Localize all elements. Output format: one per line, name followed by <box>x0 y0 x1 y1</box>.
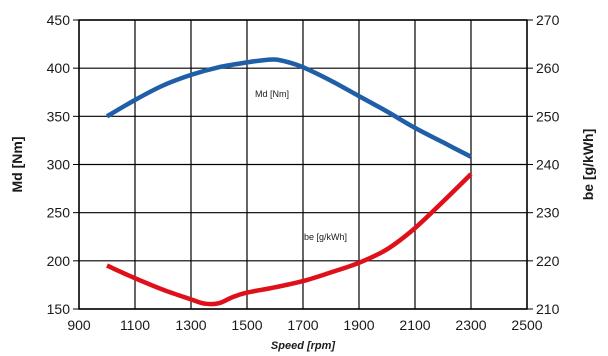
y-tick-label-right: 230 <box>536 205 560 221</box>
tick-labels: 900 1100 1300 1500 1700 1900 2100 2300 2500 150 20… <box>47 12 560 333</box>
x-tick-label: 2300 <box>455 317 486 333</box>
x-tick-label: 1900 <box>343 317 374 333</box>
x-tick-label: 1700 <box>287 317 318 333</box>
plot-frame <box>78 19 528 310</box>
y-tick-label-right: 260 <box>536 60 560 76</box>
x-tick-label: 2500 <box>511 317 542 333</box>
y-tick-label-left: 400 <box>47 60 71 76</box>
y-axis-label-left: Md [Nm] <box>9 137 25 193</box>
x-tick-label: 1100 <box>120 317 150 333</box>
series-label-be: be [g/kWh] <box>304 232 347 242</box>
x-tick-label: 2100 <box>399 317 430 333</box>
y-tick-label-right: 240 <box>536 157 560 173</box>
series-label-md: Md [Nm] <box>255 89 289 99</box>
y-tick-label-left: 150 <box>47 301 71 317</box>
y-axis-label-right: be [g/kWh] <box>580 129 596 201</box>
x-tick-label: 900 <box>67 317 91 333</box>
series-layer <box>105 57 473 307</box>
grid-lines <box>73 19 533 310</box>
x-axis-label: Speed [rpm] <box>271 340 336 352</box>
y-tick-label-right: 210 <box>536 301 560 317</box>
y-tick-label-left: 350 <box>47 108 71 124</box>
y-tick-label-right: 220 <box>536 253 560 269</box>
y-tick-label-left: 450 <box>47 12 71 28</box>
x-tick-label: 1300 <box>175 317 206 333</box>
y-tick-label-right: 250 <box>536 108 560 124</box>
series-line-md <box>105 57 473 159</box>
x-tick-label: 1500 <box>231 317 262 333</box>
y-tick-label-left: 300 <box>47 157 71 173</box>
y-tick-label-right: 270 <box>536 12 560 28</box>
y-tick-label-left: 200 <box>47 253 71 269</box>
y-tick-label-left: 250 <box>47 205 71 221</box>
series-line-be <box>106 172 473 307</box>
